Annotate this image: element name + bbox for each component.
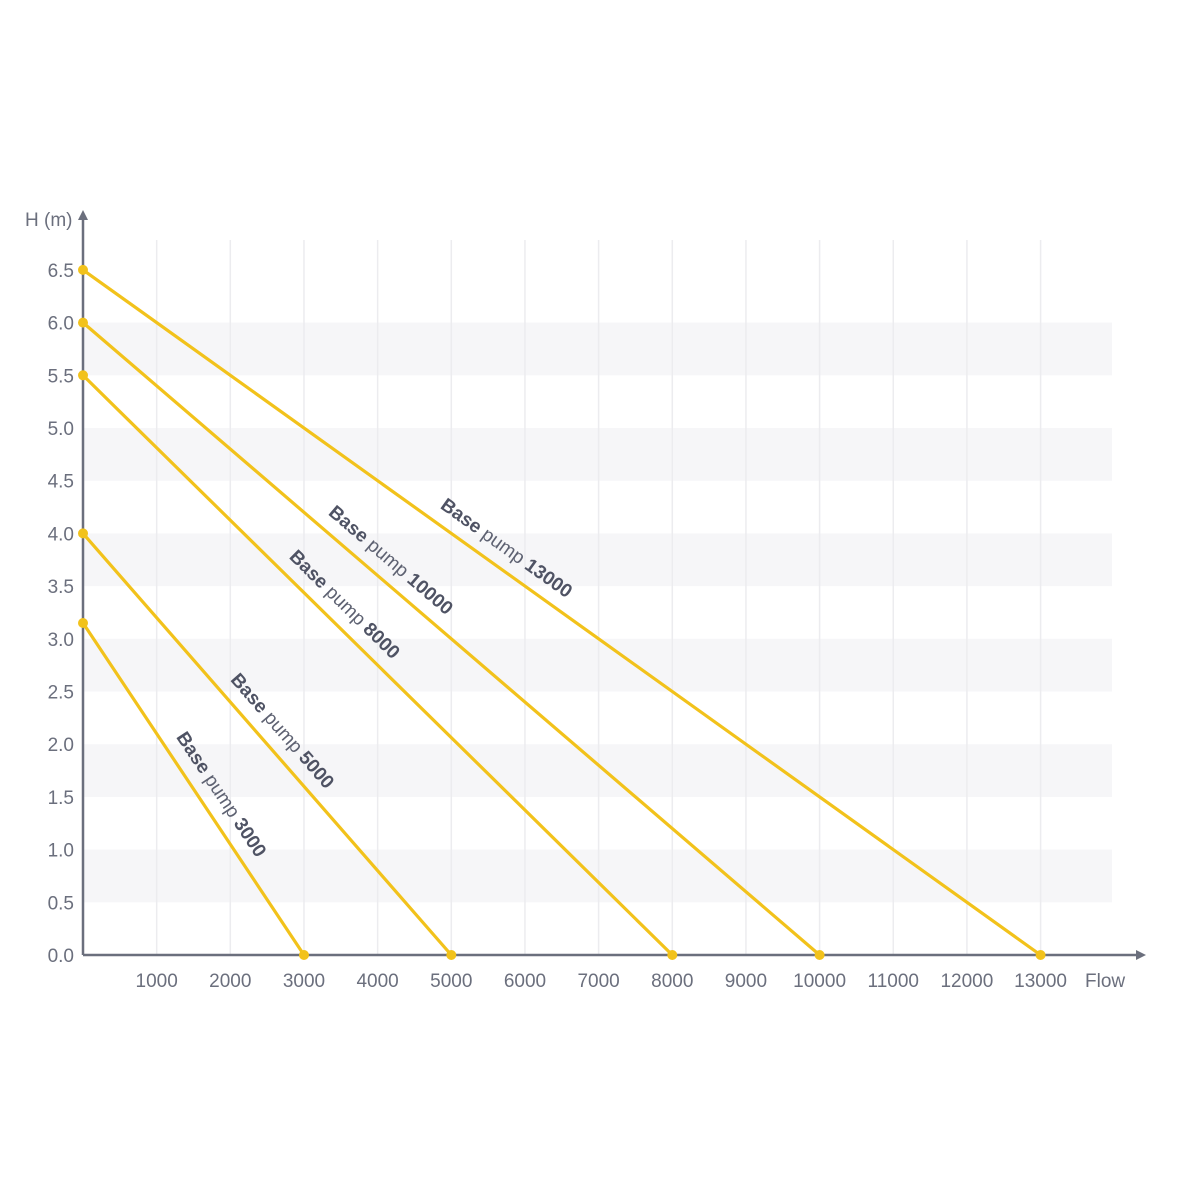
series-line	[81, 373, 674, 957]
y-tick-label: 2.0	[48, 735, 74, 756]
y-tick-label: 3.5	[48, 577, 74, 598]
x-axis-arrow-icon	[1136, 950, 1146, 960]
series-points	[78, 264, 1046, 960]
x-axis-title: Flow	[1085, 971, 1125, 992]
grid-band	[83, 533, 1112, 587]
series-point	[1035, 950, 1046, 960]
axes	[78, 210, 1146, 960]
series-point	[78, 317, 88, 328]
x-tick-label: 3000	[283, 971, 325, 992]
y-tick-label: 1.5	[48, 788, 74, 809]
x-tick-label: 11000	[868, 971, 919, 992]
series-point	[78, 370, 88, 381]
x-tick-label: 9000	[725, 971, 767, 992]
y-axis-arrow-icon	[78, 210, 88, 220]
vertical-grid	[155, 240, 1042, 955]
y-tick-labels: 0.0 0.5 1.0 1.5 2.0 2.5 3.0 3.5 4.0 4.5 5.0 5.5 6.0 6…	[48, 261, 74, 967]
y-tick-label: 0.0	[48, 946, 74, 967]
x-tick-label: 2000	[209, 971, 251, 992]
x-tick-label: 10000	[793, 971, 846, 992]
series-point	[667, 950, 678, 960]
series-line	[81, 321, 822, 957]
grid-band	[83, 849, 1112, 903]
series-point	[78, 264, 88, 275]
y-tick-label: 1.0	[48, 841, 74, 862]
x-tick-label: 1000	[136, 971, 178, 992]
y-axis-title: H (m)	[25, 210, 72, 231]
x-tick-labels: 1000 2000 3000 4000 5000 6000 7000 8000 9000 1000…	[136, 971, 1067, 992]
series-point	[814, 950, 825, 960]
y-tick-label: 6.5	[48, 261, 74, 282]
y-tick-label: 6.0	[48, 314, 74, 335]
y-tick-label: 4.0	[48, 524, 74, 545]
y-tick-label: 4.5	[48, 472, 74, 493]
series-line	[81, 268, 1043, 957]
series-lines	[81, 268, 1043, 957]
grid-band	[83, 638, 1112, 692]
series-point	[446, 950, 457, 960]
series-line	[81, 531, 453, 957]
grid-band	[83, 322, 1112, 376]
y-tick-label: 0.5	[48, 893, 74, 914]
x-tick-label: 6000	[504, 971, 546, 992]
series-line	[81, 621, 306, 957]
y-tick-label: 5.5	[48, 366, 74, 387]
series-point	[78, 528, 88, 539]
y-tick-label: 2.5	[48, 683, 74, 704]
series-point	[298, 950, 309, 960]
x-tick-label: 4000	[356, 971, 398, 992]
grid-band	[83, 744, 1112, 797]
y-tick-label: 5.0	[48, 419, 74, 440]
x-tick-label: 7000	[577, 971, 619, 992]
x-tick-label: 13000	[1014, 971, 1067, 992]
y-tick-label: 3.0	[48, 630, 74, 651]
x-tick-label: 8000	[651, 971, 693, 992]
x-tick-label: 12000	[940, 971, 993, 992]
x-tick-label: 5000	[430, 971, 472, 992]
series-point	[78, 617, 88, 628]
